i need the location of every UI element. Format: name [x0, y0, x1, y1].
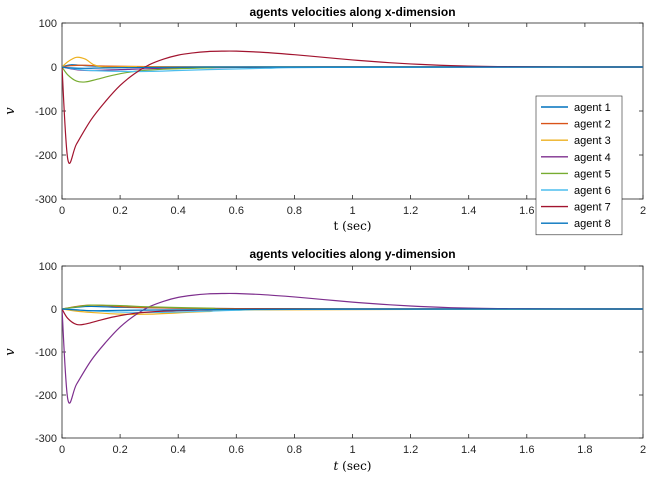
x-tick-label: 1.4	[461, 205, 476, 217]
legend-label: agent 2	[574, 119, 611, 131]
x-tick-label: 0.4	[171, 444, 186, 456]
y-tick-label: -300	[35, 194, 57, 206]
y-tick-label: 100	[39, 261, 57, 273]
x-axis-label-unit: (sec)	[338, 219, 371, 233]
y-axis-label: v	[3, 107, 18, 115]
y-tick-label: -300	[35, 433, 57, 445]
y-tick-label: -100	[35, 106, 57, 118]
chart-title: agents velocities along y-dimension	[249, 247, 455, 261]
x-tick-label: 0.6	[229, 444, 244, 456]
legend-label: agent 8	[574, 218, 611, 230]
x-tick-label: 0.6	[229, 205, 244, 217]
x-tick-label: 1.6	[519, 205, 534, 217]
plot-area	[61, 265, 644, 439]
series-line-agent-4	[62, 292, 643, 404]
x-tick-label: 1.4	[461, 444, 476, 456]
series-line-agent-8	[62, 308, 643, 312]
y-tick-label: 0	[51, 62, 57, 74]
y-tick-label: -200	[35, 150, 57, 162]
x-tick-label: 0.4	[171, 205, 186, 217]
x-tick-label: 2	[640, 205, 646, 217]
x-tick-label: 0.2	[112, 205, 127, 217]
y-tick-label: -200	[35, 390, 57, 402]
legend-label: agent 4	[574, 152, 611, 164]
x-axis-label-variable: t	[334, 219, 339, 233]
series-line-agent-8	[62, 66, 643, 69]
x-tick-label: 0.8	[287, 205, 302, 217]
legend-label: agent 3	[574, 135, 611, 147]
x-tick-label: 0	[59, 444, 65, 456]
y-tick-label: 0	[51, 304, 57, 316]
x-axis-label: t (sec)	[334, 219, 372, 233]
x-tick-label: 2	[640, 444, 646, 456]
y-axis-label: v	[3, 348, 18, 356]
x-tick-label: 1.6	[519, 444, 534, 456]
legend-label: agent 5	[574, 168, 611, 180]
x-tick-label: 1.2	[403, 205, 418, 217]
chart-panel-1: 00.20.40.60.811.21.41.61.82-300-200-1000…	[3, 5, 646, 236]
x-tick-label: 1.2	[403, 444, 418, 456]
x-tick-label: 1.8	[577, 444, 592, 456]
legend: agent 1 agent 2 agent 3 agent 4 agent 5 agent…	[535, 95, 623, 236]
legend-label: agent 7	[574, 202, 611, 214]
y-tick-label: -100	[35, 347, 57, 359]
x-tick-label: 0.8	[287, 444, 302, 456]
x-tick-label: 0	[59, 205, 65, 217]
x-tick-label: 1	[349, 444, 355, 456]
x-tick-label: 1	[349, 205, 355, 217]
x-axis-label-unit: (sec)	[338, 459, 371, 473]
x-axis-label: t (sec)	[334, 459, 372, 473]
x-axis-label-variable: t	[334, 459, 339, 473]
legend-box	[535, 95, 623, 236]
series-group	[62, 50, 643, 164]
chart-panel-2: 0 0.2 0.4 0.6 0.8 1 1.2 1.4 1.6 1.8 2 -300 -200 -100 0…	[3, 247, 646, 473]
series-group	[62, 292, 643, 404]
y-tick-label: 100	[39, 18, 57, 30]
legend-label: agent 1	[574, 102, 611, 114]
legend-label: agent 6	[574, 185, 611, 197]
x-tick-label: 0.2	[112, 444, 127, 456]
series-line-agent-7	[62, 50, 643, 164]
chart-title: agents velocities along x-dimension	[249, 5, 455, 19]
